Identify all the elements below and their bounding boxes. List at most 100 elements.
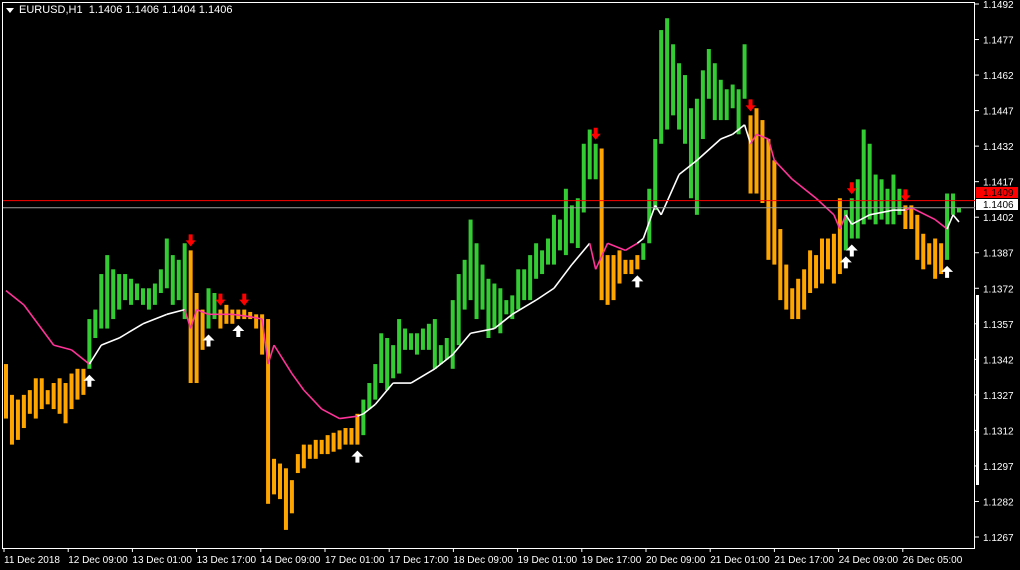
price-bar — [897, 188, 902, 215]
price-bar — [289, 480, 294, 514]
price-bar — [319, 439, 324, 455]
price-bar — [146, 288, 151, 310]
trend-line-segment — [118, 323, 144, 339]
price-bar — [33, 378, 38, 419]
price-bar — [760, 120, 765, 203]
signal-arrows-layer — [83, 99, 954, 463]
price-bar — [462, 259, 467, 310]
sell-arrow-icon — [745, 99, 756, 112]
x-tick-label: 11 Dec 2018 — [4, 555, 60, 566]
price-bar — [63, 383, 68, 424]
ohlc-values: 1.1406 1.1406 1.1404 1.1406 — [88, 4, 233, 16]
price-bar — [170, 255, 175, 305]
price-bar — [176, 259, 181, 301]
trend-line-segment — [362, 403, 376, 415]
price-bar — [766, 139, 771, 260]
price-bar — [599, 148, 604, 301]
price-bar — [307, 444, 312, 459]
buy-arrow-icon — [839, 256, 852, 269]
price-bar — [534, 243, 539, 279]
price-bar — [867, 143, 872, 220]
price-bar — [641, 243, 646, 260]
price-bar — [611, 255, 616, 301]
trend-line-segment — [470, 327, 495, 335]
price-bar — [57, 378, 62, 414]
price-bar — [498, 288, 503, 334]
trend-line-segment — [553, 264, 573, 289]
price-bar — [492, 283, 497, 329]
price-bar — [510, 295, 515, 320]
price-bar — [474, 243, 479, 320]
price-bar — [152, 283, 157, 305]
x-tick-label: 19 Dec 17:00 — [582, 555, 642, 566]
price-bar — [105, 255, 110, 329]
trend-line-segment — [571, 242, 591, 266]
x-tick-label: 14 Dec 09:00 — [261, 555, 321, 566]
symbol-label: EURUSD,H1 — [19, 4, 83, 16]
buy-arrow-icon — [845, 244, 858, 257]
price-bar — [808, 250, 813, 294]
price-bar — [248, 311, 253, 320]
price-bar — [617, 250, 622, 284]
price-bar — [164, 238, 169, 289]
x-tick-label: 17 Dec 01:00 — [325, 555, 385, 566]
trend-line-segment — [511, 299, 537, 316]
price-bar — [748, 115, 753, 194]
price-bar — [480, 264, 485, 310]
trend-line-segment — [588, 243, 597, 270]
price-bar — [909, 205, 914, 230]
price-bar — [260, 314, 265, 355]
trend-line-segment — [71, 349, 90, 365]
price-bar — [754, 108, 759, 194]
price-bar — [182, 243, 187, 320]
trend-line-segment — [142, 313, 168, 325]
price-bar — [230, 309, 235, 324]
price-bar — [671, 44, 676, 116]
trend-line-segment — [756, 133, 769, 140]
trend-line-segment — [196, 308, 209, 316]
x-tick-label: 24 Dec 09:00 — [839, 555, 899, 566]
price-bar — [45, 390, 50, 405]
y-tick-label: 1.1267 — [983, 533, 1014, 544]
price-bar — [355, 413, 360, 445]
price-bar — [158, 269, 163, 294]
trend-line-segment — [952, 214, 960, 223]
price-bar — [790, 288, 795, 320]
x-tick-label: 12 Dec 09:00 — [68, 555, 128, 566]
price-axis: 1.14921.14771.14621.14471.14321.14171.14… — [975, 0, 1018, 544]
price-bar — [540, 250, 545, 275]
price-bar — [27, 390, 32, 414]
price-bar — [736, 89, 741, 135]
price-bar — [563, 188, 568, 256]
price-bar — [277, 463, 282, 500]
chart-title: EURUSD,H1 1.1406 1.1406 1.1404 1.1406 — [6, 4, 232, 16]
price-bar — [635, 255, 640, 270]
trend-line-segment — [303, 389, 323, 410]
y-tick-label: 1.1372 — [983, 284, 1014, 295]
x-tick-label: 21 Dec 17:00 — [774, 555, 834, 566]
price-bar — [337, 430, 342, 450]
price-bar — [891, 174, 896, 225]
price-bar — [325, 435, 330, 455]
price-bar — [903, 205, 908, 230]
scroll-indicator[interactable] — [976, 295, 979, 485]
x-tick-label: 21 Dec 01:00 — [710, 555, 770, 566]
trend-line-segment — [452, 332, 472, 356]
x-tick-label: 13 Dec 17:00 — [197, 555, 257, 566]
price-bar — [885, 188, 890, 225]
price-bar — [81, 368, 86, 395]
trend-line-segment — [678, 159, 698, 176]
trend-line-segment — [732, 124, 746, 135]
price-bar — [242, 309, 247, 320]
price-bar — [820, 238, 825, 284]
dropdown-triangle-icon[interactable] — [6, 7, 14, 13]
price-bar — [438, 345, 443, 365]
price-bar — [75, 368, 80, 400]
y-tick-label: 1.1462 — [983, 71, 1014, 82]
price-bar — [522, 269, 527, 301]
price-bar — [516, 269, 521, 310]
price-bar — [295, 454, 300, 474]
price-bar — [772, 160, 777, 265]
price-bar — [873, 174, 878, 225]
